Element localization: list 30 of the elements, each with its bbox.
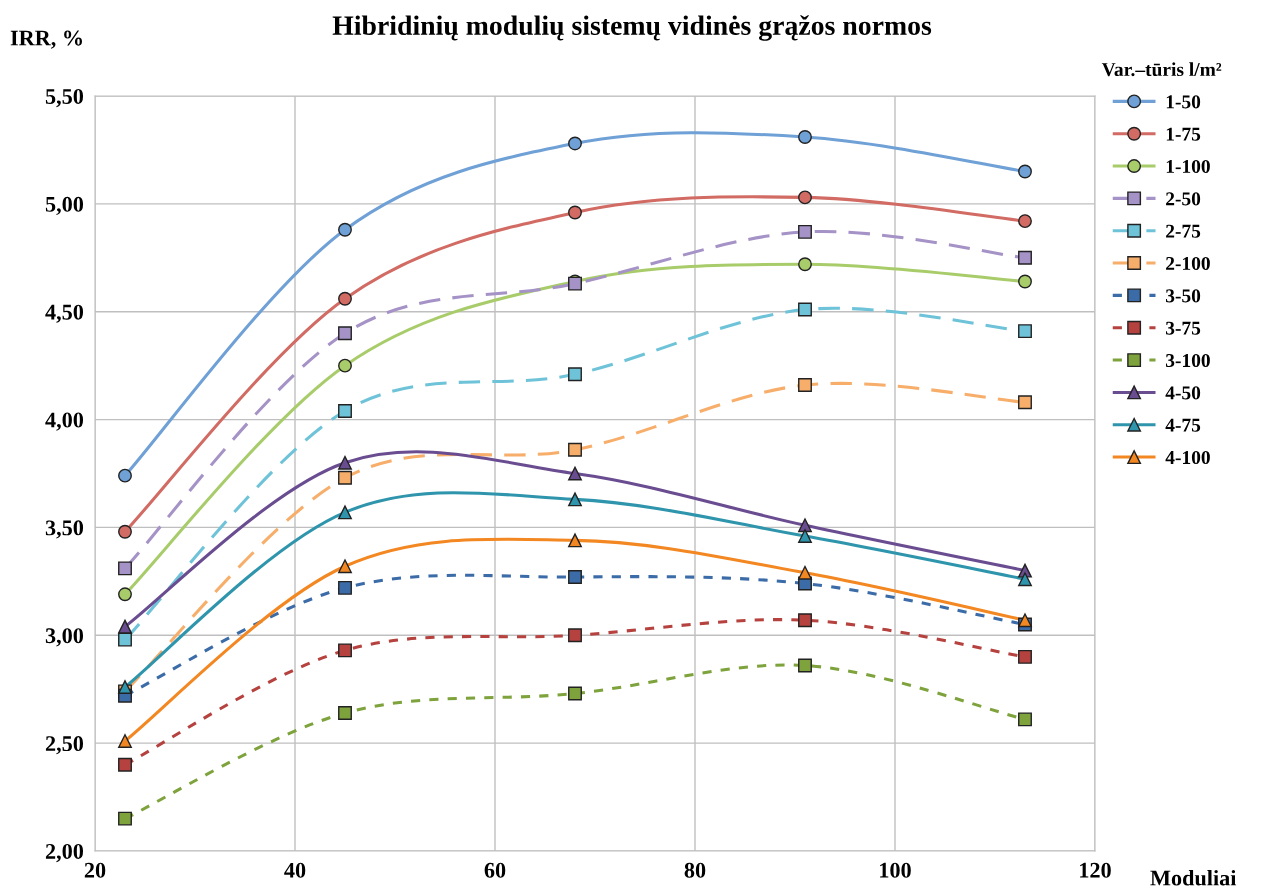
legend-label: 4-75 (1165, 418, 1201, 432)
legend-label: 2-50 (1166, 192, 1201, 206)
y-tick-label: 4,00 (45, 412, 84, 431)
legend-label: 1-100 (1166, 159, 1210, 174)
x-tick-label: 120 (1080, 862, 1111, 878)
legend-label: 4-50 (1165, 386, 1201, 400)
legend-label: 3-100 (1165, 353, 1210, 368)
x-tick-label: 20 (84, 862, 106, 878)
legend-label: 1-50 (1166, 95, 1201, 109)
legend-label: 2-100 (1166, 256, 1210, 271)
x-tick-label: 80 (684, 862, 706, 878)
y-tick-label: 2,50 (45, 736, 84, 755)
y-axis-title: IRR, % (10, 30, 82, 49)
legend-label: 4-100 (1165, 450, 1210, 465)
x-tick-label: 100 (880, 862, 911, 878)
legend-label: 3-50 (1165, 289, 1201, 303)
y-tick-label: 5,50 (45, 88, 84, 108)
y-tick-label: 5,00 (45, 196, 84, 216)
x-axis-title: Moduliai (1150, 869, 1237, 886)
chart-title: Hibridinių modulių sistemų vidinės grąžos normos (332, 15, 932, 41)
x-tick-label: 60 (484, 862, 506, 878)
y-tick-label: 3,00 (45, 628, 84, 647)
legend-label: 2-75 (1166, 224, 1201, 238)
y-tick-label: 3,50 (45, 520, 84, 539)
legend-label: 3-75 (1165, 321, 1201, 335)
y-tick-label: 2,00 (45, 843, 84, 863)
legend-title: Var.–tūris l/m² (1101, 62, 1222, 77)
x-tick-label: 40 (284, 862, 306, 878)
legend-label: 1-75 (1166, 127, 1201, 141)
y-tick-label: 4,50 (45, 304, 84, 323)
